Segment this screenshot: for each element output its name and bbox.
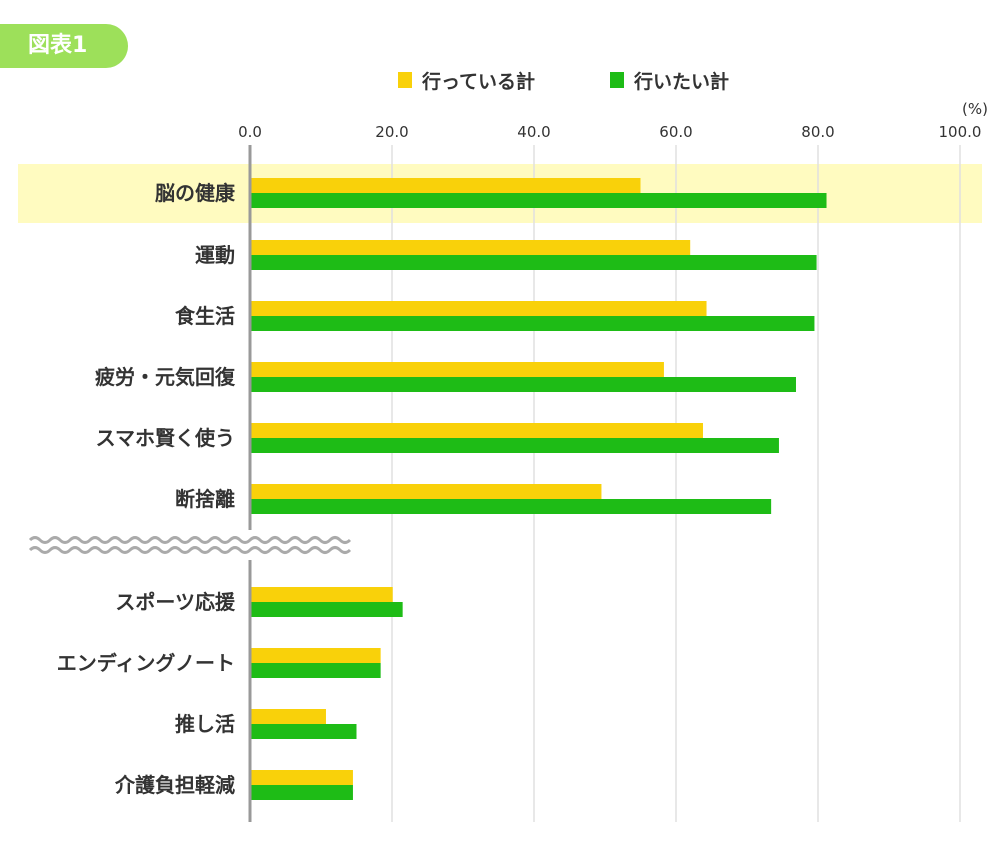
axis-break-gap: [245, 535, 255, 555]
tick-label: 0.0: [238, 123, 262, 141]
bar: [250, 240, 691, 255]
bar: [250, 724, 357, 739]
legend-swatch: [398, 72, 412, 88]
tick-label: 40.0: [517, 123, 550, 141]
bar: [250, 377, 796, 392]
bar: [250, 193, 827, 208]
unit-label: (%): [962, 100, 988, 118]
category-label: エンディングノート: [57, 651, 235, 675]
category-label: 疲労・元気回復: [95, 365, 236, 389]
bar: [250, 484, 602, 499]
category-label: スマホ賢く使う: [96, 426, 235, 450]
bar: [250, 587, 393, 602]
bar: [250, 663, 381, 678]
legend-label: 行いたい計: [633, 70, 729, 93]
axis-break-wave: [28, 536, 352, 544]
bar: [250, 648, 381, 663]
bar: [250, 785, 353, 800]
tick-label: 20.0: [375, 123, 408, 141]
tick-label: 80.0: [801, 123, 834, 141]
bar: [250, 770, 353, 785]
bar: [250, 709, 326, 724]
legend-label: 行っている計: [421, 70, 535, 93]
bar: [250, 301, 707, 316]
legend-swatch: [610, 72, 624, 88]
category-label: 介護負担軽減: [114, 773, 235, 797]
bar: [250, 438, 779, 453]
tick-label: 60.0: [659, 123, 692, 141]
bar: [250, 178, 641, 193]
category-label: スポーツ応援: [115, 590, 236, 614]
category-label: 運動: [195, 243, 235, 267]
bar: [250, 499, 772, 514]
tick-label: 100.0: [939, 123, 982, 141]
bar: [250, 362, 664, 377]
bar: [250, 316, 815, 331]
bar: [250, 255, 817, 270]
figure-badge: 図表1: [0, 24, 128, 68]
bar: [250, 423, 703, 438]
bar: [250, 602, 403, 617]
category-label: 断捨離: [175, 487, 235, 511]
category-label: 推し活: [175, 712, 235, 736]
category-label: 食生活: [175, 304, 235, 328]
category-label: 脳の健康: [154, 181, 236, 205]
axis-break-wave: [28, 546, 352, 554]
